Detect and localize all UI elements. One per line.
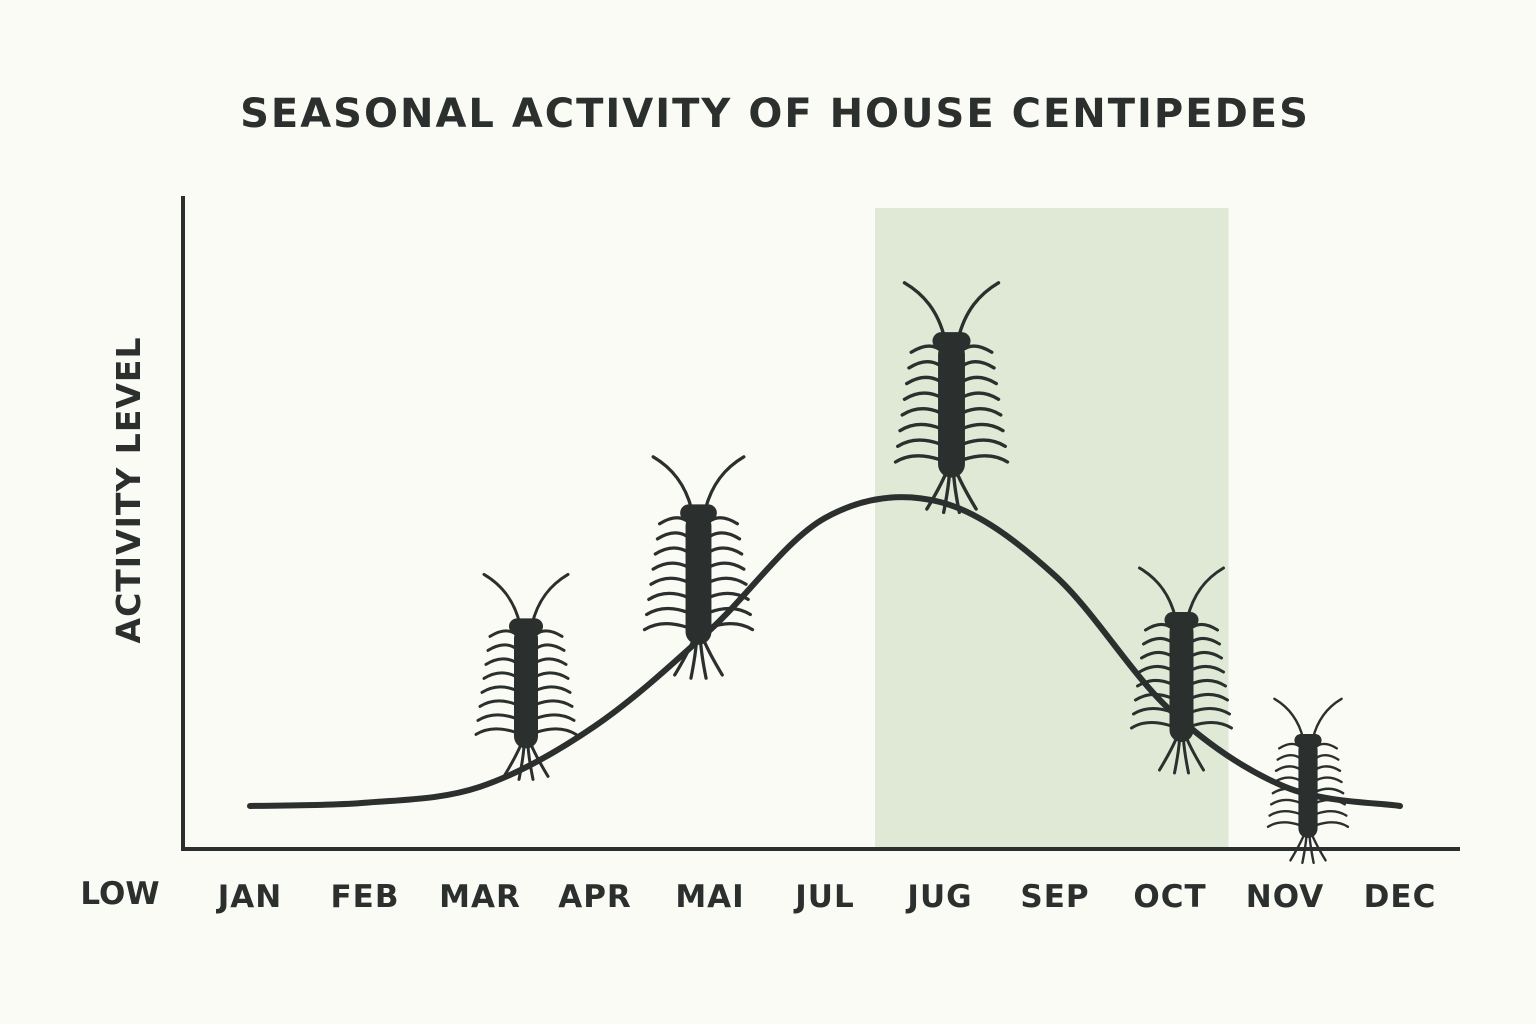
x-tick-label: JUL bbox=[793, 879, 854, 915]
x-tick-label: FEB bbox=[331, 879, 400, 915]
x-tick-label: OCT bbox=[1133, 879, 1206, 915]
y-low-label: LOW bbox=[80, 876, 159, 912]
centipede-icon bbox=[1266, 697, 1350, 864]
chart-title: SEASONAL ACTIVITY OF HOUSE CENTIPEDES bbox=[240, 91, 1310, 137]
x-tick-label: MAI bbox=[675, 879, 744, 915]
centipede-markers bbox=[474, 281, 1350, 864]
x-tick-label: JUG bbox=[905, 879, 972, 915]
centipede-icon bbox=[474, 572, 578, 781]
x-tick-label: NOV bbox=[1246, 879, 1324, 915]
y-axis-label: ACTIVITY LEVEL bbox=[109, 337, 148, 644]
centipede-icon bbox=[1130, 566, 1233, 775]
x-tick-label: MAR bbox=[439, 879, 521, 915]
x-tick-labels: JAN FEB MAR APR MAI JUL JUG SEP OCT NOV DEC bbox=[216, 879, 1437, 915]
x-tick-label: SEP bbox=[1020, 879, 1089, 915]
centipede-icon bbox=[893, 281, 1010, 515]
x-tick-label: APR bbox=[558, 879, 632, 915]
x-tick-label: JAN bbox=[216, 879, 282, 915]
activity-series-line bbox=[247, 494, 1403, 809]
centipede-icon bbox=[642, 455, 755, 680]
x-tick-label: DEC bbox=[1364, 879, 1437, 915]
